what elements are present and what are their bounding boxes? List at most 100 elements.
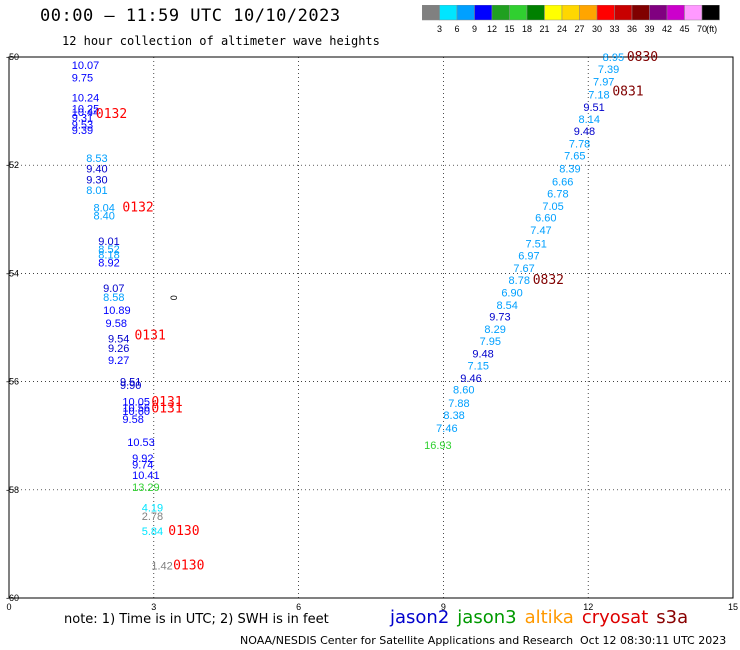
pass-time-label: 0130 xyxy=(168,524,199,539)
legend-label: 9 xyxy=(472,24,477,34)
wave-height-label: 8.95 xyxy=(603,52,624,64)
wave-height-label: 8.60 xyxy=(453,385,474,397)
y-tick-label: -54 xyxy=(6,268,19,278)
wave-height-label: 9.51 xyxy=(120,377,141,389)
wave-height-label: 9.40 xyxy=(86,163,107,175)
legend-label: 42 xyxy=(662,24,672,34)
wave-height-label: 8.04 xyxy=(93,202,114,214)
credit-text: NOAA/NESDIS Center for Satellite Applica… xyxy=(240,634,574,647)
y-tick-label: -52 xyxy=(6,160,19,170)
legend-label: 18 xyxy=(522,24,532,34)
wave-height-label: 9.90 xyxy=(120,380,141,392)
wave-height-label: 9.48 xyxy=(574,126,595,138)
wave-height-label: 9.92 xyxy=(132,453,153,465)
wave-height-label: 10.05 xyxy=(122,397,150,409)
pass-time-label: 0131 xyxy=(151,395,182,410)
wave-height-label: 9.75 xyxy=(72,73,93,85)
pass-time-label: 0130 xyxy=(173,559,204,574)
wave-height-label: 7.39 xyxy=(598,64,619,76)
wave-height-label: 9.01 xyxy=(98,236,119,248)
wave-height-label: 10.89 xyxy=(103,305,131,317)
wave-height-label: 8.39 xyxy=(559,163,580,175)
satellite-label: altika xyxy=(524,607,574,628)
wave-height-label: 8.58 xyxy=(103,292,124,304)
wave-height-label: 8.54 xyxy=(496,300,517,312)
wave-height-label: 6.66 xyxy=(552,176,573,188)
wave-height-label: 9.31 xyxy=(72,113,93,125)
wave-height-label: 8.18 xyxy=(98,249,119,261)
satellite-label: s3a xyxy=(656,607,689,628)
legend-label: 33 xyxy=(609,24,619,34)
wave-height-label: 9.48 xyxy=(472,348,493,360)
wave-height-label: 7.95 xyxy=(480,336,501,348)
legend-label: 21 xyxy=(539,24,549,34)
wave-height-label: 16.93 xyxy=(424,440,452,452)
wave-height-label: 8.14 xyxy=(579,114,600,126)
wave-height-label: 6.90 xyxy=(501,287,522,299)
legend-swatch xyxy=(701,5,720,21)
wave-height-label: 9.74 xyxy=(132,459,153,471)
legend-label: 70 xyxy=(697,24,707,34)
wave-height-label: 7.97 xyxy=(593,76,614,88)
wave-height-label: 8.78 xyxy=(509,275,530,287)
x-tick-label: 0 xyxy=(6,602,11,610)
wave-height-label: 10.41 xyxy=(132,470,160,482)
legend-label: 27 xyxy=(574,24,584,34)
wave-height-label: 7.88 xyxy=(448,398,469,410)
wave-height-label: 7.51 xyxy=(525,239,546,251)
wave-height-label: 8.40 xyxy=(93,211,114,223)
wave-height-label: 9.07 xyxy=(103,283,124,295)
satellite-label: cryosat xyxy=(581,607,649,628)
y-tick-label: -56 xyxy=(6,377,19,387)
y-tick-label: -50 xyxy=(6,52,19,62)
pass-time-label: 0131 xyxy=(151,402,182,417)
x-tick-label: 12 xyxy=(583,602,593,610)
legend-label: 12 xyxy=(487,24,497,34)
wave-height-label: 7.47 xyxy=(530,225,551,237)
wave-height-label: 9.26 xyxy=(108,343,129,355)
x-tick-label: 6 xyxy=(296,602,301,610)
wave-height-label: 10.25 xyxy=(72,103,100,115)
wave-height-label: 4.19 xyxy=(142,503,163,515)
wave-height-label: 13.29 xyxy=(132,482,160,494)
wave-height-label: 7.15 xyxy=(468,360,489,372)
footnote: note: 1) Time is in UTC; 2) SWH is in fe… xyxy=(64,612,329,627)
wave-height-label: 7.18 xyxy=(588,89,609,101)
wave-height-label: 9.39 xyxy=(72,125,93,137)
wave-height-label: 1.42 xyxy=(151,561,172,573)
x-tick-label: 3 xyxy=(151,602,156,610)
wave-height-label: 8.01 xyxy=(86,185,107,197)
wave-height-label: 10.60 xyxy=(122,406,150,418)
wave-height-label: 9.54 xyxy=(108,333,129,345)
wave-height-label: 8.29 xyxy=(484,324,505,336)
x-tick-label: 9 xyxy=(441,602,446,610)
wave-height-label: 10.24 xyxy=(72,93,100,105)
wave-height-label: 8.53 xyxy=(86,153,107,165)
chart-title: 00:00 – 11:59 UTC 10/10/2023 xyxy=(40,6,341,26)
wave-height-label: 9.51 xyxy=(583,102,604,114)
legend-label: 36 xyxy=(627,24,637,34)
wave-height-label: 9.46 xyxy=(460,373,481,385)
wave-height-label: 10.44 xyxy=(72,107,100,119)
generated-timestamp: Oct 12 08:30:11 UTC 2023 xyxy=(580,634,727,647)
y-tick-label: -58 xyxy=(6,485,19,495)
wave-height-label: 10.53 xyxy=(127,437,155,449)
wave-height-label: 7.65 xyxy=(564,150,585,162)
wave-height-label: 7.78 xyxy=(569,139,590,151)
wave-height-label: 9.30 xyxy=(86,174,107,186)
legend-label: 6 xyxy=(454,24,459,34)
wave-height-label: 7.05 xyxy=(542,201,563,213)
wave-height-label: 9.53 xyxy=(72,120,93,132)
satellite-legend: jason2 jason3 altika cryosat s3a xyxy=(390,607,696,628)
wave-height-label: 6.60 xyxy=(535,213,556,225)
y-tick-label: -60 xyxy=(6,593,19,603)
wave-height-label: 9.58 xyxy=(122,414,143,426)
wave-height-label: 6.78 xyxy=(547,188,568,200)
pass-time-label: 0132 xyxy=(96,107,127,122)
pass-time-label: 0832 xyxy=(533,273,564,288)
wave-height-label: 7.46 xyxy=(436,423,457,435)
legend-label: 30 xyxy=(592,24,602,34)
legend-label: 45 xyxy=(679,24,689,34)
wave-height-label: 10.07 xyxy=(72,60,100,72)
wave-height-label: 2.78 xyxy=(142,511,163,523)
